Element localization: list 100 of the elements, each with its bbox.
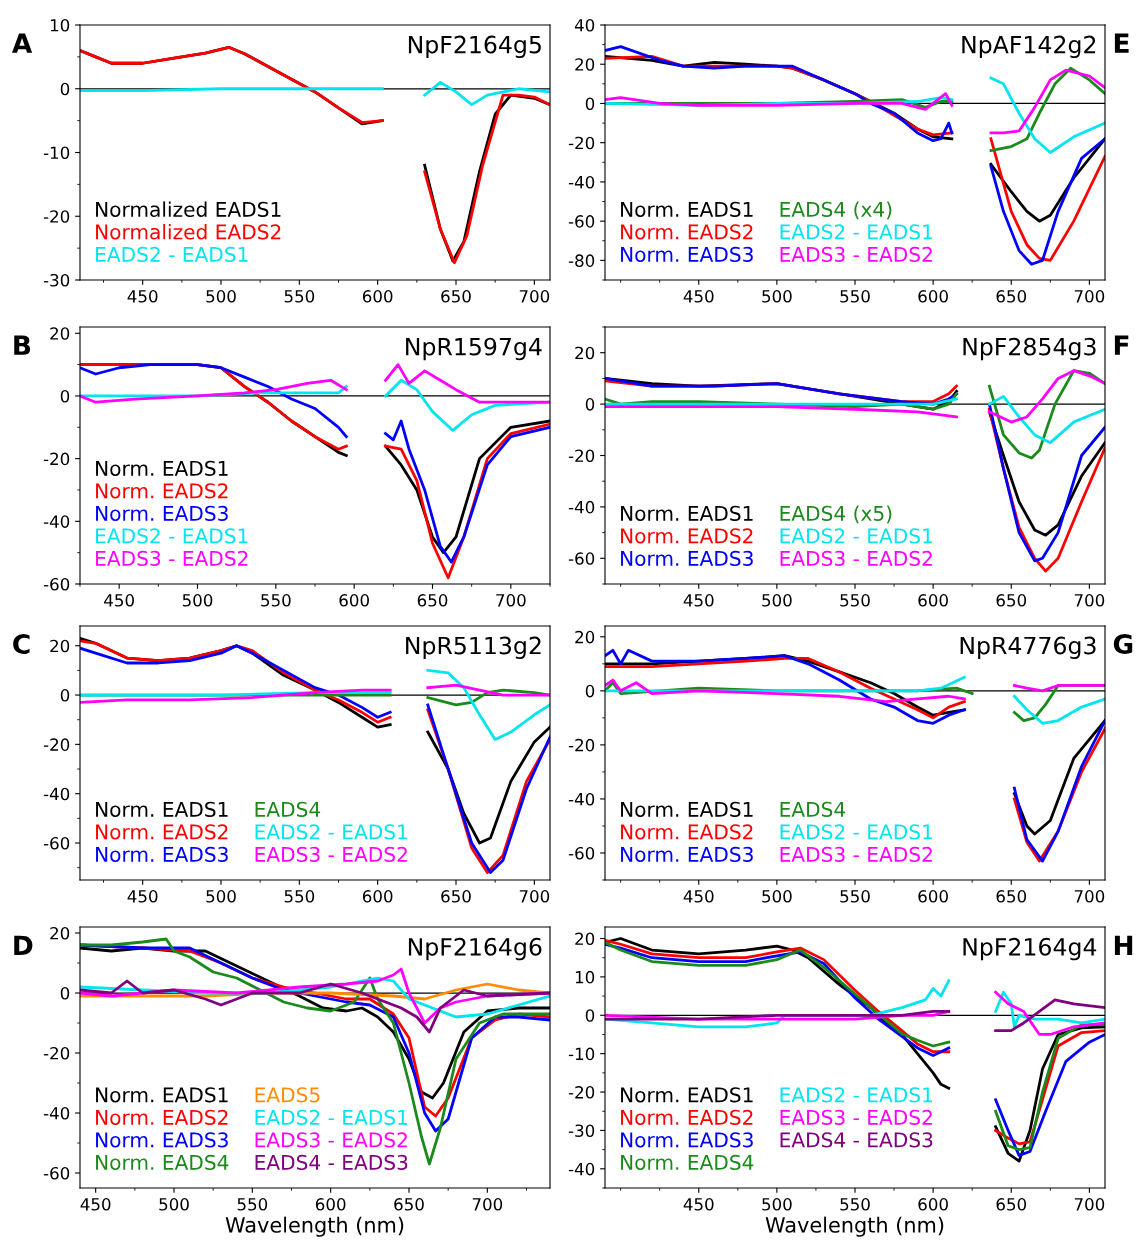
x-tick-label: 700 <box>1074 290 1105 303</box>
y-tick-label: 20 <box>575 346 595 360</box>
y-tick-label: 20 <box>575 932 595 946</box>
x-tick-label: 550 <box>840 594 870 607</box>
text: Norm. EADS2 <box>621 1109 753 1125</box>
y-tick-label: -80 <box>568 254 595 267</box>
y-tick-label: 0 <box>585 97 595 111</box>
y-tick-label: 0 <box>585 684 595 698</box>
text: Norm. EADS2 <box>621 824 753 840</box>
text: EADS4 <box>780 801 846 817</box>
chart-title: NpF2164g5 <box>408 35 541 59</box>
text: Norm. EADS3 <box>96 505 228 521</box>
text: Norm. EADS3 <box>621 1132 753 1148</box>
y-tick-label: 20 <box>50 926 70 940</box>
y-tick-label: -20 <box>43 1046 70 1060</box>
text: C <box>13 634 30 655</box>
y-tick-label: 0 <box>585 1009 595 1022</box>
y-tick-label: 0 <box>585 398 595 411</box>
x-tick-label: 450 <box>104 594 134 607</box>
y-tick-label: -60 <box>568 846 595 860</box>
y-tick-label: 10 <box>50 18 70 32</box>
x-tick-label: 500 <box>206 290 236 303</box>
text: EADS2 - EADS1 <box>255 824 408 840</box>
y-tick-label: 0 <box>60 82 70 96</box>
text: EADS4 <box>255 801 321 817</box>
y-tick-label: 0 <box>60 689 70 702</box>
x-tick-label: 500 <box>762 1198 792 1211</box>
text: Norm. EADS1 <box>96 460 228 476</box>
text: EADS2 - EADS1 <box>96 528 248 544</box>
y-tick-label: -40 <box>568 792 595 806</box>
y-tick-label: -30 <box>43 273 70 287</box>
x-tick-label: 450 <box>127 290 158 303</box>
chart-title: NpF2854g3 <box>963 337 1096 361</box>
text: Norm. EADS1 <box>621 1087 753 1103</box>
x-tick-label: 650 <box>996 290 1027 303</box>
text: A <box>11 33 33 53</box>
text: Norm. EADS2 <box>96 483 228 499</box>
y-tick-label: -40 <box>43 787 70 801</box>
y-tick-label: 20 <box>50 327 70 340</box>
text: EADS4 (x4) <box>780 201 892 220</box>
text: E <box>1114 33 1129 53</box>
x-tick-label: 700 <box>1074 1198 1105 1211</box>
text: EADS2 - EADS1 <box>780 824 933 840</box>
y-tick-label: -60 <box>568 215 595 228</box>
text: Norm. EADS3 <box>96 846 228 862</box>
text: Norm. EADS1 <box>96 1087 228 1103</box>
text: EADS3 - EADS2 <box>255 1132 407 1148</box>
text: EADS2 - EADS1 <box>780 224 933 240</box>
y-tick-label: -40 <box>568 1162 595 1176</box>
x-tick-label: 450 <box>127 890 158 903</box>
y-tick-label: -40 <box>43 1106 70 1120</box>
x-tick-label: 600 <box>918 290 948 303</box>
y-tick-label: -10 <box>43 146 70 160</box>
y-tick-label: -20 <box>568 738 595 752</box>
x-tick-label: 450 <box>80 1198 111 1211</box>
text: Norm. EADS3 <box>621 846 753 862</box>
chart-title: NpR5113g2 <box>406 636 541 660</box>
text: Norm. EADS1 <box>621 801 753 817</box>
y-tick-label: -60 <box>43 577 70 591</box>
x-tick-label: 650 <box>394 1198 424 1211</box>
y-tick-label: -20 <box>568 1086 595 1099</box>
x-tick-label: 600 <box>315 1198 346 1211</box>
text: Norm. EADS2 <box>96 1109 228 1125</box>
text: Norm. EADS4 <box>96 1154 229 1170</box>
text: Norm. EADS3 <box>621 550 753 566</box>
text: EADS2 - EADS1 <box>96 246 248 262</box>
x-tick-label: 450 <box>683 890 714 903</box>
text: EADS3 - EADS2 <box>780 246 932 262</box>
x-tick-label: 700 <box>1074 890 1105 903</box>
text: Norm. EADS1 <box>96 801 228 817</box>
text: Norm. EADS3 <box>621 246 753 262</box>
y-tick-label: -40 <box>43 515 70 528</box>
text: EADS3 - EADS2 <box>780 550 932 566</box>
x-tick-label: 700 <box>472 1198 503 1211</box>
x-axis-title: Wavelength (nm) <box>765 1216 944 1237</box>
text: Normalized EADS1 <box>96 201 281 217</box>
x-tick-label: 700 <box>496 594 526 607</box>
x-tick-label: 700 <box>519 890 550 903</box>
chart-title: NpR1597g4 <box>406 337 542 361</box>
x-tick-label: 650 <box>996 890 1027 903</box>
x-tick-label: 600 <box>362 290 393 303</box>
x-tick-label: 650 <box>996 594 1027 607</box>
x-tick-label: 600 <box>918 890 948 903</box>
x-tick-label: 500 <box>762 890 792 903</box>
y-tick-label: -60 <box>568 552 595 565</box>
y-tick-label: -20 <box>43 210 70 223</box>
text: EADS4 - EADS3 <box>780 1132 933 1148</box>
y-tick-label: 0 <box>60 389 70 403</box>
x-axis-title: Wavelength (nm) <box>225 1216 404 1237</box>
text: EADS2 - EADS1 <box>780 528 933 544</box>
x-tick-label: 500 <box>159 1198 189 1211</box>
x-tick-label: 600 <box>918 594 948 607</box>
y-tick-label: 10 <box>575 970 595 984</box>
y-tick-label: 20 <box>575 630 595 644</box>
x-tick-label: 450 <box>683 594 714 607</box>
text: EADS4 - EADS3 <box>255 1154 408 1170</box>
text: Norm. EADS2 <box>621 224 753 240</box>
x-tick-label: 650 <box>996 1198 1027 1211</box>
text: Norm. EADS4 <box>621 1154 754 1170</box>
text: Norm. EADS1 <box>621 505 753 521</box>
